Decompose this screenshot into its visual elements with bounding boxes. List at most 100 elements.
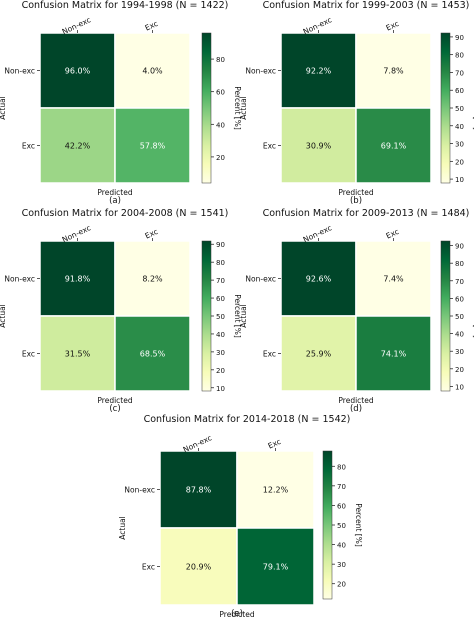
panel-caption: (e) — [231, 609, 243, 619]
chart-title: Confusion Matrix for 1994-1998 (N = 1422… — [22, 0, 229, 11]
colorbar-label: Percent [%] — [354, 503, 363, 547]
colorbar-tick-label: 50 — [216, 313, 225, 321]
colorbar-tick-label: 60 — [455, 87, 464, 95]
colorbar-tick-label: 90 — [455, 34, 464, 42]
cell-value-label: 68.5% — [140, 350, 166, 359]
colorbar-tick-label: 90 — [455, 243, 464, 251]
heatmap-cell-r0-c1 — [114, 240, 191, 317]
x-axis-label: Predicted — [97, 396, 132, 405]
y-axis-label: Actual — [239, 304, 248, 328]
cell-value-label: 30.9% — [306, 142, 332, 151]
chart-title: Confusion Matrix for 1999-2003 (N = 1453… — [263, 0, 470, 11]
y-axis-label: Actual — [0, 96, 7, 120]
confusion-matrix-panel-4: Confusion Matrix for 2009-2013 (N = 1484… — [239, 208, 474, 414]
x-tick-label: Exc — [144, 227, 160, 241]
colorbar-tick-label: 10 — [455, 383, 464, 391]
y-axis-label: Actual — [0, 304, 7, 328]
colorbar-tick-label: 40 — [455, 123, 464, 131]
heatmap-cell-r1-c1 — [355, 315, 432, 392]
colorbar-tick-label: 20 — [455, 366, 464, 374]
heatmap-cell-r1-c0 — [280, 315, 357, 392]
cell-value-label: 92.6% — [306, 275, 332, 284]
y-tick-label: Exc — [263, 350, 276, 359]
heatmap-cell-r0-c0 — [280, 32, 357, 109]
cell-value-label: 79.1% — [263, 563, 289, 572]
confusion-matrix-panel-3: Confusion Matrix for 2004-2008 (N = 1541… — [0, 208, 242, 414]
cell-value-label: 96.0% — [65, 67, 91, 76]
y-axis-label: Actual — [118, 516, 127, 540]
cell-value-label: 92.2% — [306, 67, 332, 76]
colorbar-tick-label: 40 — [337, 542, 346, 550]
heatmap-cell-r1-c1 — [355, 107, 432, 184]
y-tick-label: Exc — [22, 350, 35, 359]
panel-caption: (b) — [350, 196, 362, 206]
cell-value-label: 12.2% — [263, 486, 289, 495]
colorbar-tick-label: 60 — [337, 502, 346, 510]
colorbar — [440, 32, 451, 184]
cell-value-label: 69.1% — [381, 142, 407, 151]
cell-value-label: 25.9% — [306, 350, 332, 359]
chart-title: Confusion Matrix for 2014-2018 (N = 1542… — [144, 414, 351, 425]
colorbar-label: Percent [%] — [472, 86, 474, 130]
heatmap-cell-r0-c1 — [114, 32, 191, 109]
colorbar — [322, 450, 333, 600]
x-tick-label: Exc — [267, 437, 283, 451]
cell-value-label: 7.4% — [383, 275, 404, 284]
colorbar-tick-label: 30 — [216, 349, 225, 357]
colorbar-tick-label: 20 — [216, 154, 225, 162]
panel-caption: (a) — [109, 196, 121, 206]
colorbar — [440, 240, 451, 392]
y-tick-label: Non-exc — [4, 275, 35, 284]
colorbar-label: Percent [%] — [233, 86, 242, 130]
heatmap-cell-r1-c1 — [236, 527, 315, 606]
y-tick-label: Exc — [142, 563, 155, 572]
y-tick-label: Non-exc — [4, 67, 35, 76]
colorbar-tick-label: 70 — [455, 69, 464, 77]
colorbar-tick-label: 50 — [337, 522, 346, 530]
cell-value-label: 42.2% — [65, 142, 91, 151]
cell-value-label: 31.5% — [65, 350, 91, 359]
colorbar-tick-label: 80 — [216, 259, 225, 267]
y-axis-label: Actual — [239, 96, 248, 120]
colorbar — [201, 32, 212, 184]
y-tick-label: Non-exc — [124, 486, 155, 495]
colorbar-tick-label: 20 — [337, 581, 346, 589]
heatmap-cell-r1-c1 — [114, 107, 191, 184]
heatmap-cell-r0-c1 — [355, 240, 432, 317]
colorbar-tick-label: 50 — [455, 313, 464, 321]
colorbar-tick-label: 20 — [455, 158, 464, 166]
confusion-matrix-panel-5: Confusion Matrix for 2014-2018 (N = 1542… — [118, 414, 363, 619]
heatmap-cell-r0-c0 — [280, 240, 357, 317]
cell-value-label: 74.1% — [381, 350, 407, 359]
x-tick-label: Exc — [385, 19, 401, 33]
colorbar-tick-label: 30 — [337, 561, 346, 569]
confusion-matrix-panel-1: Confusion Matrix for 1994-1998 (N = 1422… — [0, 0, 242, 206]
y-tick-label: Non-exc — [245, 67, 276, 76]
y-tick-label: Exc — [263, 142, 276, 151]
cell-value-label: 87.8% — [186, 486, 212, 495]
cell-value-label: 20.9% — [186, 563, 212, 572]
x-tick-label: Exc — [144, 19, 160, 33]
colorbar-label: Percent [%] — [472, 294, 474, 338]
y-tick-label: Non-exc — [245, 275, 276, 284]
x-tick-label: Exc — [385, 227, 401, 241]
confusion-matrix-panel-2: Confusion Matrix for 1999-2003 (N = 1453… — [239, 0, 474, 206]
cell-value-label: 7.8% — [383, 67, 404, 76]
cell-value-label: 4.0% — [142, 67, 163, 76]
colorbar-tick-label: 30 — [455, 348, 464, 356]
heatmap-cell-r0-c1 — [355, 32, 432, 109]
colorbar — [201, 240, 212, 392]
colorbar-tick-label: 50 — [455, 105, 464, 113]
y-tick-label: Exc — [22, 142, 35, 151]
heatmap-cell-r1-c1 — [114, 315, 191, 392]
x-axis-label: Predicted — [338, 396, 373, 405]
cell-value-label: 8.2% — [142, 275, 163, 284]
colorbar-tick-label: 60 — [216, 89, 225, 97]
panel-caption: (c) — [109, 404, 120, 414]
colorbar-tick-label: 20 — [216, 367, 225, 375]
colorbar-tick-label: 90 — [216, 241, 225, 249]
x-axis-label: Predicted — [97, 188, 132, 197]
colorbar-tick-label: 40 — [216, 121, 225, 129]
colorbar-tick-label: 80 — [455, 52, 464, 60]
